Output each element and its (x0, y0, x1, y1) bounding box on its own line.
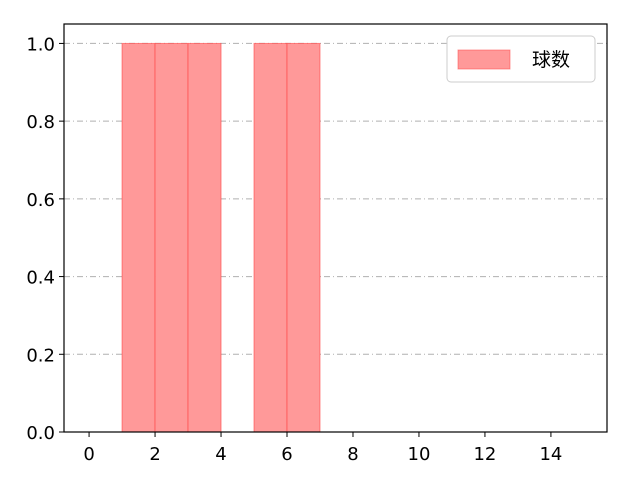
bar (121, 42, 156, 433)
x-tick-label: 0 (83, 444, 94, 465)
y-tick-label: 0.6 (26, 190, 55, 211)
x-tick-label: 10 (408, 444, 431, 465)
plot-frame (63, 23, 608, 433)
bar (154, 42, 189, 433)
x-axis: 0 2 4 6 8 10 12 14 (83, 432, 562, 465)
legend-swatch (457, 49, 511, 70)
x-tick-label: 12 (473, 444, 496, 465)
y-tick-label: 0.0 (26, 423, 55, 444)
x-tick-label: 6 (281, 444, 292, 465)
bars (121, 42, 321, 433)
legend-label: 球数 (532, 49, 570, 71)
bar (253, 42, 288, 433)
x-tick-label: 14 (539, 444, 562, 465)
bar (286, 42, 321, 433)
y-tick-label: 0.2 (26, 345, 55, 366)
y-tick-label: 0.8 (26, 112, 55, 133)
x-tick-label: 8 (347, 444, 358, 465)
y-tick-label: 1.0 (26, 34, 55, 55)
x-tick-label: 4 (215, 444, 226, 465)
legend: 球数 (446, 35, 596, 83)
legend-box (446, 35, 596, 83)
x-tick-label: 2 (149, 444, 160, 465)
y-tick-label: 0.4 (26, 268, 55, 289)
y-axis: 0.0 0.2 0.4 0.6 0.8 1.0 (26, 34, 64, 444)
bar (187, 42, 222, 433)
